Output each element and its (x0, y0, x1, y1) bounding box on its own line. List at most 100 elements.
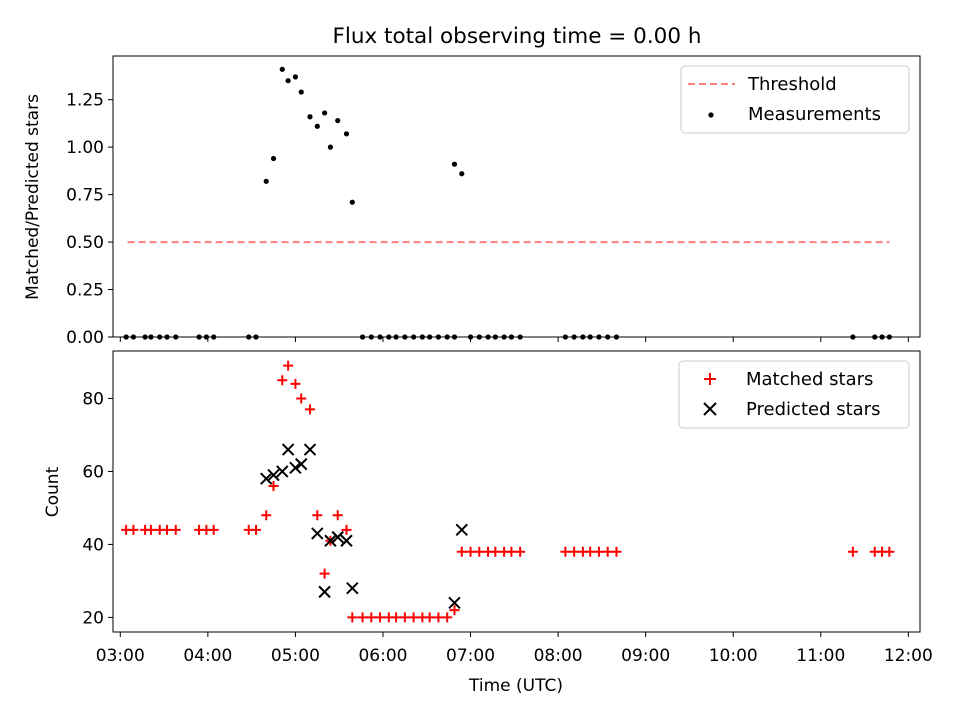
bottom-legend-box (678, 360, 910, 429)
top-x-tick-layer (119, 337, 909, 342)
predicted-star-point (340, 534, 353, 547)
predicted-stars-legend-label: Predicted stars (746, 399, 880, 420)
top-panel: 0.00 0.25 0.50 0.75 1.00 1.25 Matched/Predict… (23, 55, 921, 348)
top-y-axis-label: Matched/Predicted stars (23, 94, 43, 300)
bottom-x-tick-label: 03:00 (96, 646, 145, 666)
measurement-point (451, 161, 458, 167)
matched-star-point (449, 605, 460, 616)
matched-star-point (161, 524, 172, 535)
measurement-point (314, 123, 320, 129)
matched-star-point (560, 546, 571, 557)
predicted-star-point (303, 443, 317, 456)
bottom-x-tick-label: 08:00 (534, 646, 583, 666)
measurement-point (263, 178, 269, 184)
predicted-star-point (276, 465, 289, 478)
bottom-panel: 03:00 04:00 05:00 06:00 07:00 08:00 09:00 10:00… (43, 350, 933, 696)
bottom-legend: Matched stars Predicted stars (678, 360, 910, 429)
matched-star-point (408, 612, 419, 623)
top-y-tick-label: 1.25 (66, 91, 104, 111)
predicted-star-point (311, 527, 324, 540)
top-legend-box (680, 65, 910, 134)
top-y-tick-label: 0.50 (66, 233, 104, 253)
matched-star-point (366, 612, 377, 623)
predicted-star-point (318, 585, 331, 599)
matched-star-point (399, 612, 410, 623)
measurement-point (349, 199, 355, 205)
predicted-star-point (448, 596, 461, 610)
matched-star-point (456, 546, 467, 557)
measurement-point (327, 144, 334, 150)
top-y-tick-label: 1.00 (66, 138, 104, 158)
measurement-point (307, 114, 313, 120)
matched-star-point (296, 393, 307, 404)
bottom-y-axis-label: Count (43, 466, 63, 517)
bottom-x-tick-label: 09:00 (621, 646, 670, 666)
bottom-x-tick-label: 06:00 (358, 646, 407, 666)
measurement-point (292, 74, 299, 80)
measurement-point (285, 78, 291, 84)
bottom-y-tick-label: 40 (82, 535, 104, 555)
bottom-plot-frame (112, 350, 921, 633)
bottom-x-tick-label: 05:00 (271, 646, 320, 666)
matched-star-point (251, 524, 262, 535)
matched-star-point (319, 568, 330, 579)
matched-star-point (128, 524, 139, 535)
matched-star-point (312, 510, 323, 521)
matched-star-point (602, 546, 613, 557)
matched-stars-legend-marker (704, 373, 716, 385)
bottom-x-tick-label: 11:00 (796, 646, 845, 666)
bottom-y-tick-label: 80 (82, 389, 104, 409)
matched-star-point (433, 612, 444, 623)
bottom-y-tick-label: 60 (82, 462, 104, 482)
threshold-legend-label: Threshold (747, 74, 837, 95)
matched-star-point (424, 612, 435, 623)
bottom-x-tick-layer: 03:00 04:00 05:00 06:00 07:00 08:00 09:00 10:00… (96, 632, 933, 666)
bottom-x-tick-label: 07:00 (446, 646, 495, 666)
predicted-star-point (346, 582, 359, 595)
matched-star-point (332, 510, 343, 521)
top-plot-frame (112, 55, 921, 338)
x-axis-label: Time (UTC) (468, 676, 563, 696)
measurement-point (270, 155, 277, 162)
bottom-x-tick-label: 04:00 (183, 646, 232, 666)
predicted-star-point (295, 457, 308, 471)
bottom-x-tick-label: 10:00 (709, 646, 758, 666)
predicted-star-point (260, 472, 273, 485)
measurement-point (322, 110, 328, 116)
matched-star-point (593, 546, 604, 557)
top-legend: Threshold Measurements (680, 65, 910, 134)
matched-star-point (611, 546, 622, 557)
matched-star-point (515, 546, 526, 557)
matched-star-point (170, 524, 181, 535)
matched-star-point (268, 481, 279, 492)
measurements-legend-label: Measurements (748, 104, 881, 125)
count-points-layer (121, 360, 895, 623)
matched-star-point (506, 546, 517, 557)
top-y-tick-layer: 0.00 0.25 0.50 0.75 1.00 1.25 (66, 91, 113, 348)
measurement-point (298, 89, 304, 95)
matched-star-point (208, 524, 219, 535)
top-y-tick-label: 0.00 (66, 328, 104, 348)
matched-star-point (569, 546, 580, 557)
matched-star-point (884, 546, 895, 557)
matched-star-point (465, 546, 476, 557)
matched-star-point (145, 524, 156, 535)
chart-title: Flux total observing time = 0.00 h (333, 24, 702, 49)
matched-star-point (290, 378, 301, 389)
measurements-legend-marker (708, 112, 714, 118)
matched-star-point (261, 510, 272, 521)
matched-star-point (585, 546, 596, 557)
predicted-star-point (267, 468, 280, 482)
bottom-x-tick-label: 12:00 (884, 646, 933, 666)
matched-star-point (347, 612, 358, 623)
predicted-stars-legend-marker (703, 402, 717, 416)
measurement-point (343, 131, 350, 137)
matched-stars-legend-label: Matched stars (746, 369, 873, 390)
matched-star-point (474, 546, 485, 557)
predicted-star-point (281, 443, 295, 456)
top-y-tick-label: 0.75 (66, 186, 104, 206)
matched-star-point (442, 612, 453, 623)
matched-star-point (847, 546, 858, 557)
matched-star-point (375, 612, 386, 623)
